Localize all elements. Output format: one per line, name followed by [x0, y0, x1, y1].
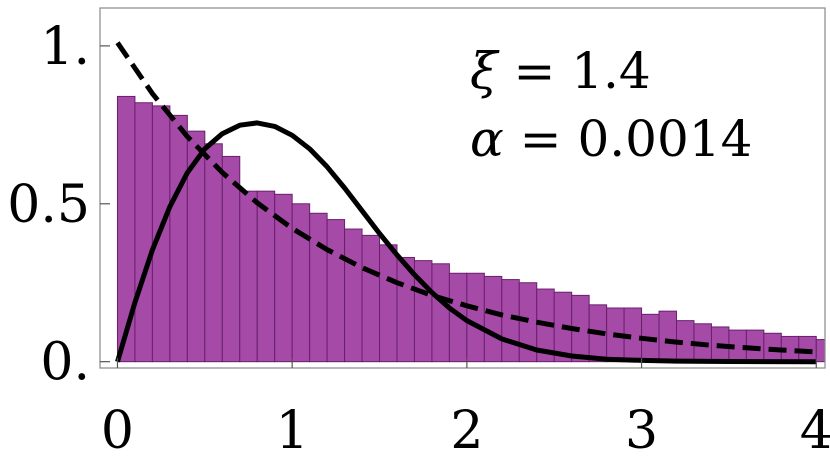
plot-frame — [99, 7, 826, 369]
annotation-symbol: α — [470, 110, 504, 168]
y-tick-label: 0. — [40, 333, 90, 393]
histogram-bar — [431, 263, 450, 363]
dashed-curve — [115, 41, 817, 355]
histogram-bar — [361, 234, 381, 363]
histogram-bar — [116, 95, 136, 363]
axis-ticks — [100, 45, 817, 368]
histogram-bar — [466, 272, 485, 363]
x-tick-label: 0 — [101, 401, 134, 461]
histogram-bar — [291, 203, 311, 363]
histogram-bar — [239, 190, 258, 363]
solid-curve — [115, 120, 817, 365]
annotations: ξ = 1.4 α = 0.0014 — [470, 42, 752, 168]
y-tick-label: 0.5 — [7, 175, 90, 235]
x-tick-label: 4 — [800, 401, 830, 461]
histogram-bar — [501, 279, 520, 363]
histogram-bar — [134, 102, 153, 363]
x-tick-label: 3 — [625, 401, 658, 461]
annotation-symbol: ξ — [470, 42, 500, 100]
annotation-value: = 1.4 — [498, 42, 651, 100]
x-tick-label: 2 — [450, 401, 483, 461]
alpha-annotation: α = 0.0014 — [470, 110, 752, 168]
histogram-bar — [344, 228, 363, 363]
histogram-bar — [309, 212, 328, 363]
curves — [115, 41, 817, 365]
x-tick-label: 1 — [276, 401, 309, 461]
histogram-bar — [326, 219, 346, 363]
histogram-bar — [204, 143, 223, 363]
y-tick-label: 1. — [40, 17, 90, 77]
histogram-bar — [658, 310, 678, 363]
axis-tick-labels: 0 1 2 3 4 0. 0.5 1. — [7, 17, 830, 461]
histogram-bars — [116, 95, 826, 363]
histogram-bar — [815, 339, 826, 363]
annotation-value: = 0.0014 — [504, 110, 753, 168]
histogram-bar — [256, 190, 276, 363]
histogram-bar — [483, 275, 503, 363]
histogram-bar — [169, 114, 188, 363]
histogram-bar — [379, 244, 398, 363]
xi-annotation: ξ = 1.4 — [470, 42, 651, 100]
